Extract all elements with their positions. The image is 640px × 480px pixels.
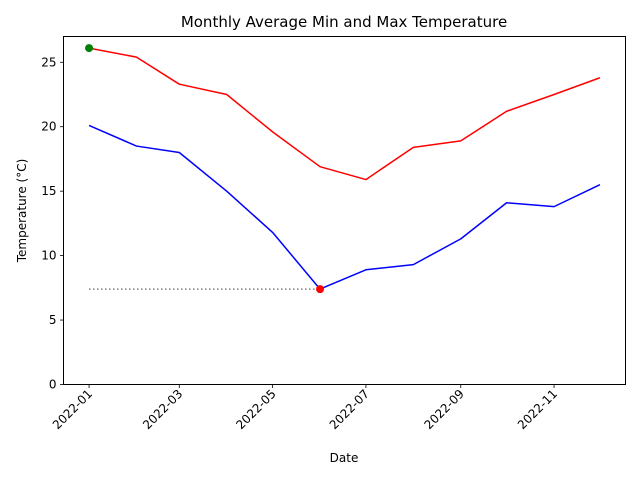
highlight-point-2 xyxy=(316,285,325,294)
y-axis-label: Temperature (°C) xyxy=(15,159,29,264)
x-tick-label: 2022-05 xyxy=(233,387,278,432)
x-axis: 2022-01 2022-03 2022-05 2022-07 2022-09 2022-… xyxy=(50,384,560,432)
x-tick-label: 2022-11 xyxy=(515,387,560,432)
plot-frame xyxy=(63,36,626,385)
y-tick-label: 15 xyxy=(41,184,56,198)
x-tick-label: 2022-09 xyxy=(422,387,467,432)
x-axis-label: Date xyxy=(330,451,359,465)
chart-title: Monthly Average Min and Max Temperature xyxy=(181,13,507,31)
y-tick-label: 25 xyxy=(41,55,56,69)
y-tick-label: 0 xyxy=(49,378,57,392)
y-tick-label: 10 xyxy=(41,249,56,263)
y-tick-label: 5 xyxy=(49,313,57,327)
highlight-point-1 xyxy=(85,44,94,53)
y-tick-label: 20 xyxy=(41,120,56,134)
x-tick-label: 2022-03 xyxy=(140,387,185,432)
series-line-1 xyxy=(88,47,601,181)
plot-content xyxy=(85,44,601,294)
series-line-2 xyxy=(88,124,601,290)
x-tick-label: 2022-07 xyxy=(327,387,372,432)
y-axis: 0 5 10 15 20 25 xyxy=(41,55,64,392)
x-tick-label: 2022-01 xyxy=(50,387,95,432)
